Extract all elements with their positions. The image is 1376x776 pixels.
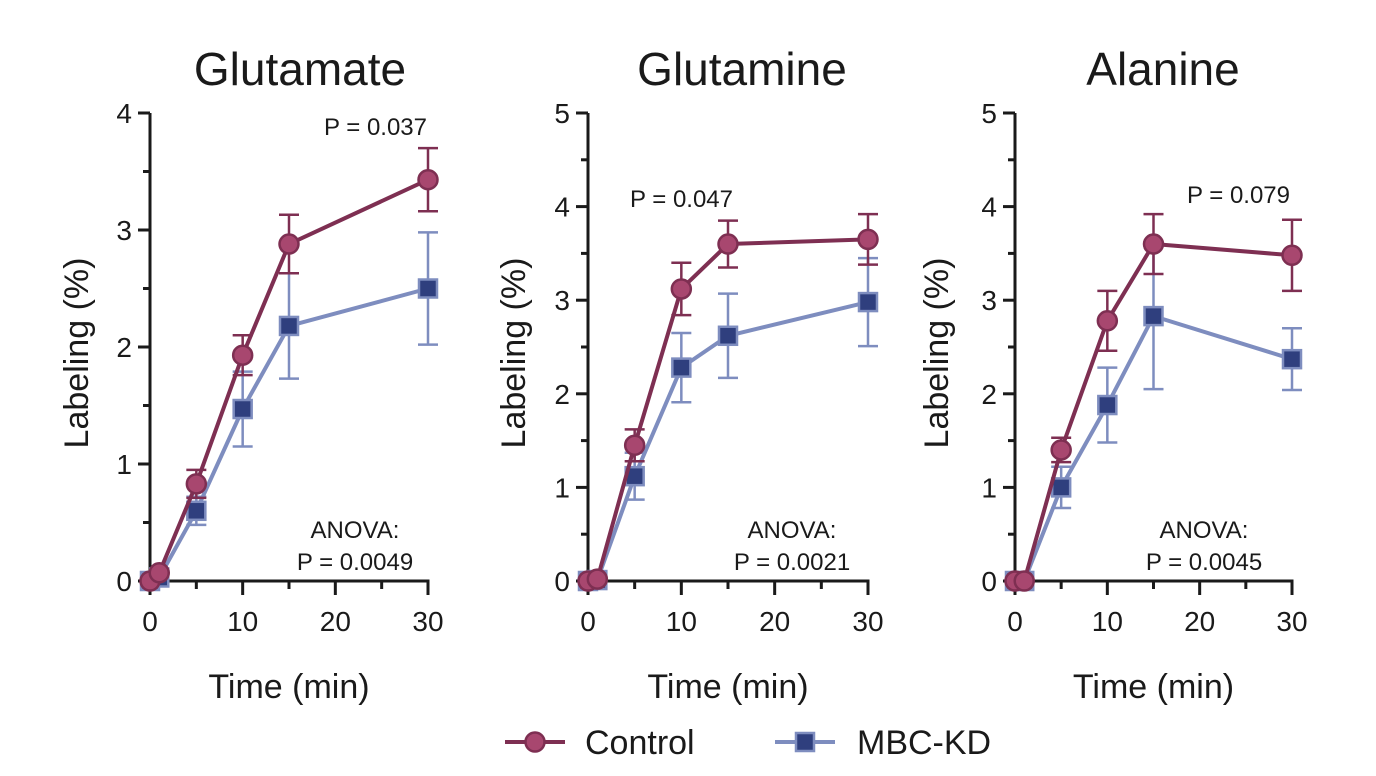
data-point-control <box>623 434 646 457</box>
y-tick-label: 5 <box>554 98 570 129</box>
data-point-control <box>1281 244 1303 267</box>
chart-title: Glutamine <box>637 43 847 95</box>
x-tick-label: 10 <box>1092 606 1123 637</box>
y-axis-label: Labeling (%) <box>495 258 533 449</box>
y-axis-label: Labeling (%) <box>918 258 956 449</box>
y-tick-label: 1 <box>981 472 997 503</box>
data-point-kd <box>417 278 439 299</box>
data-point-control <box>231 344 254 366</box>
x-axis-label: Time (min) <box>208 668 369 706</box>
anova-label: ANOVA: <box>311 517 400 544</box>
p-value-label: P = 0.047 <box>630 186 733 213</box>
data-point-control <box>717 233 739 255</box>
anova-label: ANOVA: <box>748 517 837 544</box>
data-point-control <box>857 228 879 251</box>
data-point-kd <box>278 315 300 337</box>
p-value-label: P = 0.079 <box>1187 182 1290 209</box>
chart-title: Glutamate <box>194 43 406 95</box>
y-tick-label: 4 <box>116 98 132 129</box>
y-tick-label: 2 <box>116 332 132 363</box>
x-tick-label: 20 <box>759 606 790 637</box>
anova-p-value: P = 0.0049 <box>297 549 413 576</box>
data-point-control <box>148 562 171 584</box>
x-tick-label: 30 <box>412 606 443 637</box>
y-tick-label: 5 <box>981 98 997 129</box>
data-point-kd <box>186 500 207 522</box>
anova-p-value: P = 0.0045 <box>1146 549 1262 576</box>
legend-item-control: Control <box>505 724 695 762</box>
data-point-control <box>1096 310 1119 332</box>
x-tick-label: 30 <box>852 606 883 637</box>
legend: Control MBC-KD <box>505 724 991 762</box>
series-mbc-kd <box>1004 241 1303 592</box>
anova-p-value: P = 0.0021 <box>734 549 850 576</box>
data-point-control <box>417 168 439 191</box>
x-tick-label: 10 <box>666 606 697 637</box>
y-tick-label: 3 <box>981 285 997 316</box>
y-tick-label: 4 <box>554 192 570 223</box>
x-axis-label: Time (min) <box>647 668 808 706</box>
chart-panel-glutamate: Glutamate 0 1 2 3 4 0 10 20 30 Time (min) Labeling … <box>58 43 444 706</box>
legend-marker-circle <box>524 731 546 753</box>
x-axis-label: Time (min) <box>1073 668 1234 706</box>
data-point-control <box>185 473 208 495</box>
x-tick-label: 30 <box>1276 606 1307 637</box>
data-point-kd <box>1143 305 1164 327</box>
data-point-control <box>586 568 609 590</box>
data-point-control <box>1142 233 1165 255</box>
legend-marker-square <box>794 731 816 753</box>
series-control <box>139 146 439 592</box>
x-tick-label: 0 <box>580 606 596 637</box>
data-point-control <box>278 233 300 255</box>
x-tick-label: 10 <box>227 606 258 637</box>
y-tick-label: 1 <box>116 449 132 480</box>
y-tick-label: 4 <box>981 192 997 223</box>
y-tick-label: 3 <box>116 215 132 246</box>
data-point-control <box>1050 439 1072 461</box>
x-tick-label: 20 <box>320 606 351 637</box>
y-tick-label: 0 <box>116 566 132 597</box>
data-point-kd <box>1050 477 1072 498</box>
y-axis-label: Labeling (%) <box>58 258 96 449</box>
p-value-label: P = 0.037 <box>324 114 427 141</box>
x-tick-label: 0 <box>1007 606 1023 637</box>
legend-label: Control <box>585 724 695 762</box>
data-point-kd <box>717 325 739 347</box>
chart-panel-glutamine: Glutamine 0 1 2 3 4 5 0 10 20 30 Time (min) Labeling… <box>495 43 884 706</box>
data-point-kd <box>1097 394 1118 416</box>
data-point-kd <box>232 398 253 420</box>
y-tick-label: 3 <box>554 285 570 316</box>
data-point-kd <box>857 291 879 313</box>
series-control <box>577 212 879 592</box>
legend-item-mbc-kd: MBC-KD <box>775 724 991 762</box>
chart-title: Alanine <box>1086 43 1239 95</box>
x-tick-label: 0 <box>142 606 158 637</box>
series-control <box>1004 212 1303 592</box>
data-point-kd <box>671 357 692 378</box>
anova-label: ANOVA: <box>1160 517 1249 544</box>
data-point-control <box>1013 570 1035 592</box>
y-tick-label: 1 <box>554 472 570 503</box>
y-tick-label: 0 <box>554 566 570 597</box>
y-tick-label: 2 <box>981 379 997 410</box>
chart-panel-alanine: Alanine 0 1 2 3 4 5 0 10 20 30 Time (min) Labeling (… <box>918 43 1308 706</box>
x-tick-label: 20 <box>1184 606 1215 637</box>
data-point-kd <box>1281 348 1303 370</box>
legend-label: MBC-KD <box>857 724 991 762</box>
y-tick-label: 2 <box>554 379 570 410</box>
data-point-control <box>670 278 693 300</box>
y-tick-label: 0 <box>981 566 997 597</box>
